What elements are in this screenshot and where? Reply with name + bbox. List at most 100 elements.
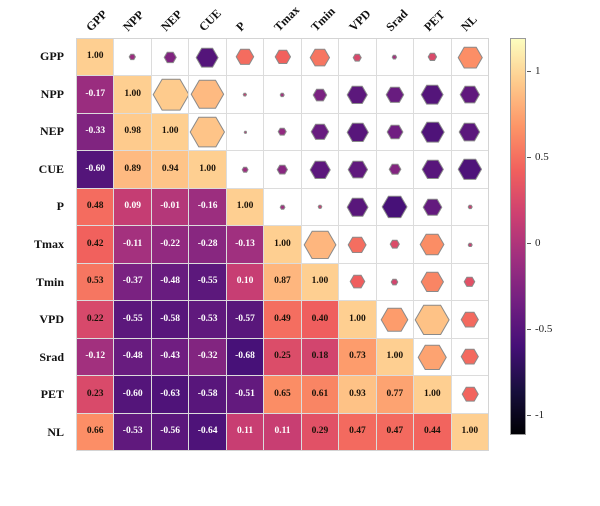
colorbar-tick-label: 0 <box>535 237 541 250</box>
correlation-value: 0.53 <box>86 276 104 287</box>
column-label-NPP: NPP <box>120 7 147 34</box>
hexagon-marker <box>312 88 328 102</box>
correlation-value: 0.77 <box>386 388 404 399</box>
correlation-value: -0.64 <box>197 426 218 436</box>
correlation-value: -0.55 <box>122 313 143 324</box>
hexagon-marker <box>419 233 445 256</box>
colorbar-tick <box>527 157 531 159</box>
matrix-cell-Tmax-Tmin <box>301 226 339 263</box>
hexagon-marker <box>317 204 323 210</box>
matrix-cell-P-PET <box>414 188 451 226</box>
correlation-value: -0.57 <box>235 313 255 324</box>
correlation-value: -0.60 <box>122 388 143 399</box>
matrix-cell-Tmax-NPP: -0.11 <box>114 226 151 263</box>
row-label-PET: PET <box>40 387 64 402</box>
hexagon-marker <box>422 198 443 216</box>
matrix-cell-Srad-GPP: -0.12 <box>77 338 114 376</box>
hexagon-marker <box>381 195 408 219</box>
correlation-value: -0.17 <box>85 88 106 99</box>
matrix-cell-NL-P: 0.11 <box>226 413 264 450</box>
matrix-cell-VPD-P: -0.57 <box>226 301 264 338</box>
hexagon-marker <box>458 122 481 142</box>
matrix-cell-Tmin-Tmax: 0.87 <box>264 263 301 301</box>
matrix-cell-CUE-PET <box>414 151 451 188</box>
correlation-value: 0.44 <box>423 426 441 436</box>
matrix-cell-NPP-Srad <box>376 76 414 113</box>
correlation-value: 0.09 <box>124 201 141 212</box>
matrix-cell-NL-Tmin: 0.29 <box>301 413 339 450</box>
correlation-value: 1.00 <box>86 51 104 62</box>
hexagon-marker <box>347 236 367 253</box>
matrix-cell-P-NL <box>451 188 488 226</box>
matrix-cell-Tmax-PET <box>414 226 451 263</box>
hexagon-marker <box>274 50 291 65</box>
matrix-cell-VPD-CUE: -0.53 <box>189 301 226 338</box>
matrix-cell-Srad-Tmin: 0.18 <box>301 338 339 376</box>
correlation-value: -0.37 <box>122 276 143 287</box>
matrix-cell-CUE-Srad <box>376 151 414 188</box>
correlation-value: 1.00 <box>124 88 141 99</box>
matrix-cell-NEP-P <box>226 113 264 151</box>
hexagon-marker <box>128 54 137 61</box>
matrix-cell-Srad-P: -0.68 <box>226 338 264 376</box>
hexagon-marker <box>279 92 286 97</box>
correlation-value: 0.65 <box>274 388 291 399</box>
matrix-cell-Tmax-Tmax: 1.00 <box>264 226 301 263</box>
matrix-cell-Srad-NEP: -0.43 <box>151 338 189 376</box>
correlation-value: -0.48 <box>122 351 143 362</box>
hexagon-marker <box>417 344 447 370</box>
correlation-value: 1.00 <box>311 276 329 287</box>
correlation-value: 0.47 <box>349 426 366 436</box>
correlation-value: -0.43 <box>160 351 181 362</box>
hexagon-marker <box>385 86 405 103</box>
matrix-cell-NL-PET: 0.44 <box>414 413 451 450</box>
matrix-cell-Tmax-NEP: -0.22 <box>151 226 189 263</box>
matrix-cell-NL-NL: 1.00 <box>451 413 488 450</box>
hexagon-marker <box>427 53 438 62</box>
colorbar-tick-label: -1 <box>535 409 545 422</box>
correlation-value: 0.22 <box>86 313 104 324</box>
correlation-value: 1.00 <box>423 388 441 399</box>
correlation-value: -0.63 <box>160 388 181 399</box>
matrix-cell-P-VPD <box>339 188 376 226</box>
matrix-cell-CUE-Tmin <box>301 151 339 188</box>
matrix-cell-Tmax-Srad <box>376 226 414 263</box>
matrix-cell-Tmin-CUE: -0.55 <box>189 263 226 301</box>
correlation-value: -0.48 <box>160 276 181 287</box>
matrix-cell-CUE-Tmax <box>264 151 301 188</box>
correlation-value: 0.48 <box>86 201 104 212</box>
correlation-value: 0.47 <box>386 426 404 436</box>
correlation-value: 0.23 <box>86 388 104 399</box>
hexagon-marker <box>420 84 444 105</box>
row-label-P: P <box>56 199 64 214</box>
hexagon-marker <box>461 386 479 402</box>
hexagon-marker <box>460 311 479 328</box>
correlation-value: -0.28 <box>197 238 218 249</box>
hexagon-marker <box>386 124 404 140</box>
correlation-value: 1.00 <box>236 201 254 212</box>
matrix-cell-PET-VPD: 0.93 <box>339 376 376 413</box>
correlation-value: -0.58 <box>160 313 181 324</box>
matrix-cell-VPD-Srad <box>376 301 414 338</box>
matrix-cell-NEP-Srad <box>376 113 414 151</box>
correlation-value: 1.00 <box>461 426 479 436</box>
correlation-value: 0.18 <box>311 351 329 362</box>
hexagon-marker <box>421 159 444 180</box>
matrix-cell-Tmax-GPP: 0.42 <box>77 226 114 263</box>
correlation-value: 0.42 <box>86 238 104 249</box>
matrix-cell-NEP-GPP: -0.33 <box>77 113 114 151</box>
matrix-cell-NPP-NEP <box>151 76 189 113</box>
matrix-cell-Srad-Tmax: 0.25 <box>264 338 301 376</box>
matrix-cell-NL-CUE: -0.64 <box>189 413 226 450</box>
colorbar-tick <box>527 329 531 331</box>
matrix-cell-VPD-NPP: -0.55 <box>114 301 151 338</box>
correlation-value: -0.22 <box>160 238 181 249</box>
hexagon-marker <box>346 197 369 217</box>
matrix-cell-NPP-Tmax <box>264 76 301 113</box>
matrix-cell-PET-NL <box>451 376 488 413</box>
hexagon-marker <box>309 48 331 67</box>
correlation-value: -0.12 <box>85 351 106 362</box>
column-label-VPD: VPD <box>345 6 374 35</box>
correlation-value: 0.94 <box>161 163 179 174</box>
